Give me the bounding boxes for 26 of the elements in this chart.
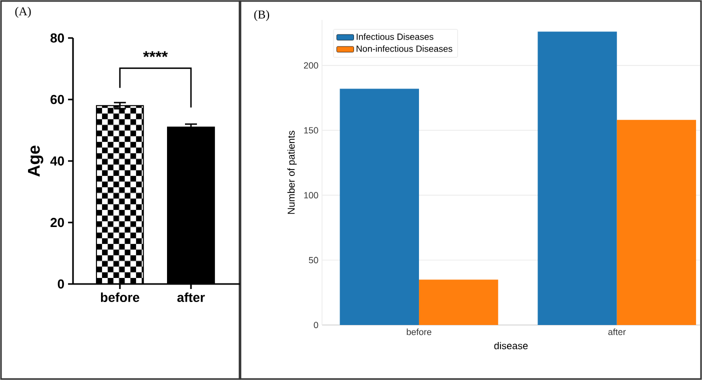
x-axis-title: disease — [494, 342, 528, 350]
y-tick-label: 50 — [308, 256, 318, 264]
chart-title: (A) — [15, 6, 31, 18]
y-tick-label: 200 — [304, 62, 318, 69]
y-tick-label: 0 — [58, 279, 64, 289]
y-axis-title: Number of patients — [287, 130, 297, 214]
bar — [616, 120, 696, 325]
x-tick-label: before — [406, 328, 432, 336]
legend-label: Non-infectious Diseases — [356, 45, 452, 52]
y-tick-label: 20 — [50, 218, 64, 228]
y-tick-label: 80 — [50, 33, 64, 43]
y-tick-label: 150 — [304, 127, 318, 134]
x-tick-label: after — [177, 292, 205, 302]
y-tick-label: 100 — [304, 192, 318, 198]
bar — [538, 32, 617, 325]
annotation: **** — [143, 51, 168, 58]
y-tick-label: 0 — [314, 322, 318, 328]
bar — [340, 88, 419, 325]
x-tick-label: before — [100, 292, 140, 302]
legend-label: Infectious Diseases — [356, 33, 434, 40]
x-tick-label: after — [608, 328, 626, 336]
y-axis-title: Age — [28, 146, 44, 177]
y-tick-label: 40 — [50, 156, 64, 166]
y-tick-label: 60 — [50, 94, 64, 104]
chart-title: (B) — [254, 10, 270, 21]
bar — [418, 280, 498, 325]
